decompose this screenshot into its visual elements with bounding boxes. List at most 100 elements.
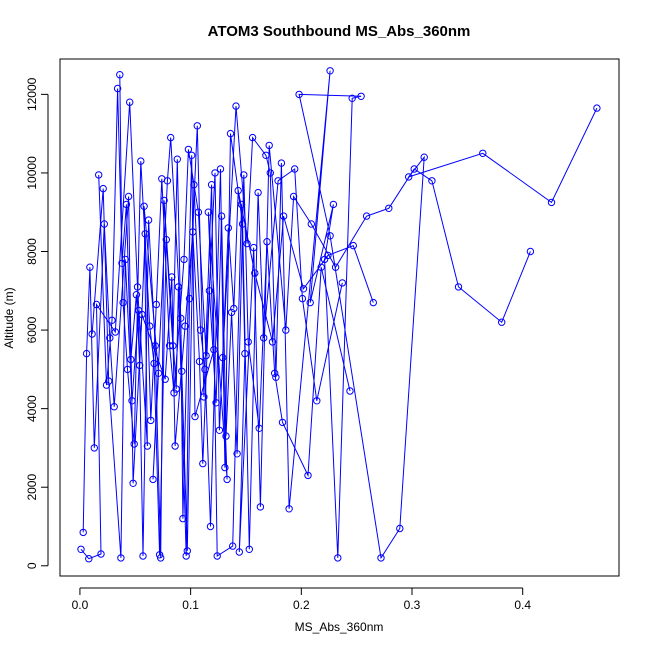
data-point bbox=[191, 412, 199, 421]
y-tick-label: 10000 bbox=[25, 156, 39, 190]
data-point bbox=[111, 328, 120, 336]
data-point bbox=[265, 141, 273, 150]
data-point bbox=[184, 145, 193, 154]
data-point bbox=[385, 204, 393, 213]
data-point bbox=[266, 169, 274, 177]
data-point bbox=[219, 353, 227, 362]
data-point bbox=[263, 238, 271, 246]
data-point bbox=[146, 322, 154, 330]
data-point bbox=[210, 346, 218, 354]
data-point bbox=[150, 359, 158, 368]
data-point bbox=[160, 196, 168, 205]
data-point bbox=[224, 224, 233, 232]
data-point bbox=[118, 259, 126, 267]
data-point bbox=[369, 298, 377, 307]
data-point bbox=[295, 90, 303, 99]
data-point bbox=[331, 263, 340, 271]
data-point bbox=[324, 251, 332, 260]
data-point bbox=[223, 475, 231, 484]
data-point bbox=[262, 151, 270, 160]
data-point bbox=[204, 208, 213, 216]
x-tick-label: 0.0 bbox=[72, 598, 89, 612]
data-point bbox=[147, 416, 155, 425]
data-point bbox=[479, 149, 487, 158]
data-point bbox=[117, 554, 125, 562]
data-point bbox=[245, 545, 254, 553]
series-line-5 bbox=[82, 174, 351, 533]
data-point bbox=[167, 133, 175, 142]
data-point bbox=[129, 479, 137, 487]
data-point bbox=[172, 385, 180, 393]
y-axis: 0 2000 4000 6000 8000 10000 12000 bbox=[25, 77, 49, 569]
data-point bbox=[349, 241, 357, 250]
data-point bbox=[593, 104, 601, 112]
data-point bbox=[227, 308, 236, 317]
data-point bbox=[110, 403, 118, 411]
data-point bbox=[137, 157, 145, 165]
data-point bbox=[139, 552, 147, 560]
data-point bbox=[348, 94, 356, 103]
x-axis: 0.0 0.1 0.2 0.3 0.4 bbox=[72, 587, 531, 612]
data-point bbox=[188, 151, 196, 160]
data-point bbox=[157, 554, 165, 562]
y-tick-label: 8000 bbox=[25, 238, 39, 265]
series-line-4 bbox=[119, 74, 374, 431]
data-point bbox=[136, 361, 144, 370]
data-point bbox=[151, 342, 159, 350]
data-point bbox=[272, 373, 280, 381]
data-point bbox=[100, 220, 109, 228]
data-point bbox=[82, 349, 91, 358]
data-point bbox=[278, 418, 287, 427]
y-tick-label: 2000 bbox=[25, 474, 39, 501]
data-point bbox=[217, 212, 226, 220]
data-point bbox=[127, 355, 135, 364]
data-point bbox=[326, 67, 334, 75]
data-point bbox=[274, 177, 282, 185]
data-point bbox=[202, 351, 210, 360]
data-point bbox=[243, 239, 251, 248]
data-point bbox=[205, 287, 214, 295]
data-point bbox=[362, 212, 371, 220]
data-point bbox=[144, 216, 153, 224]
data-point bbox=[271, 369, 279, 377]
x-tick-label: 0.2 bbox=[293, 598, 310, 612]
series-line-3 bbox=[98, 88, 343, 555]
data-point bbox=[106, 334, 114, 342]
data-point bbox=[90, 444, 99, 452]
data-point bbox=[338, 279, 346, 287]
data-point bbox=[222, 432, 230, 440]
data-point bbox=[119, 298, 127, 307]
data-point bbox=[234, 186, 242, 195]
data-lines bbox=[80, 70, 598, 560]
data-point bbox=[193, 122, 202, 130]
data-point bbox=[255, 424, 263, 432]
data-point bbox=[298, 294, 307, 303]
data-point bbox=[124, 192, 133, 201]
data-point bbox=[190, 181, 198, 189]
chart-title: ATOM3 Southbound MS_Abs_360nm bbox=[208, 23, 471, 40]
data-point bbox=[196, 326, 205, 334]
data-point bbox=[113, 84, 122, 93]
data-point bbox=[140, 202, 148, 211]
data-point bbox=[143, 442, 152, 450]
data-point bbox=[132, 291, 141, 299]
data-point bbox=[141, 230, 149, 238]
data-point bbox=[326, 232, 334, 240]
data-point bbox=[215, 426, 224, 434]
data-point bbox=[307, 220, 315, 228]
data-point bbox=[123, 365, 132, 374]
data-point bbox=[200, 393, 208, 401]
data-point bbox=[173, 155, 182, 163]
data-point bbox=[428, 177, 436, 185]
data-point bbox=[277, 159, 286, 167]
data-point bbox=[199, 459, 207, 468]
data-points bbox=[77, 67, 601, 563]
data-point bbox=[182, 552, 190, 560]
data-point bbox=[169, 342, 177, 350]
data-point bbox=[88, 330, 96, 338]
data-point bbox=[291, 165, 299, 173]
data-point bbox=[201, 365, 209, 374]
data-point bbox=[171, 442, 179, 450]
data-point bbox=[250, 243, 258, 252]
data-point bbox=[279, 212, 288, 220]
